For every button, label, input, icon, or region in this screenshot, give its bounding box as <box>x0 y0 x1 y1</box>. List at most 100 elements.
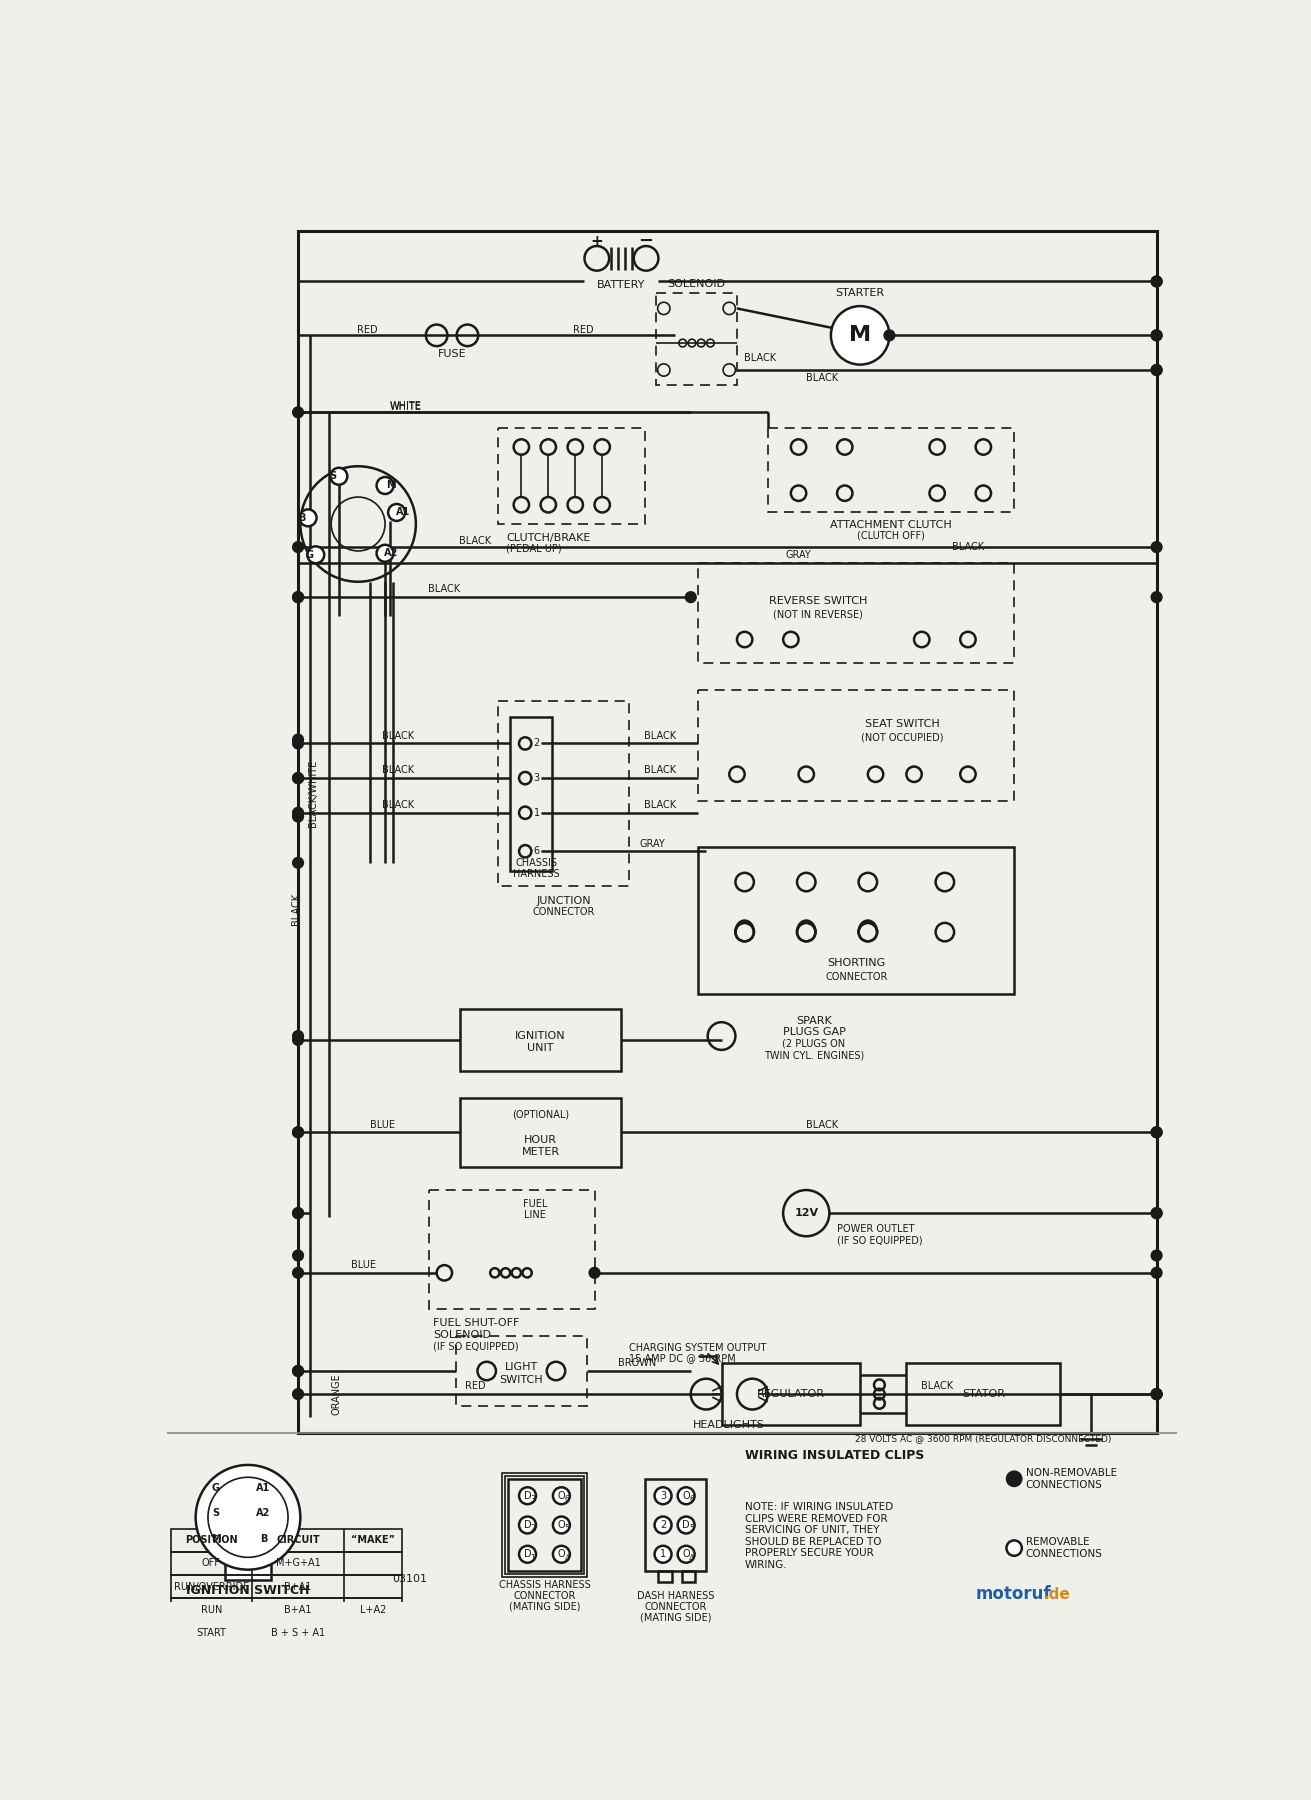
Bar <box>225 1494 240 1501</box>
Text: (CLUTCH OFF): (CLUTCH OFF) <box>857 531 924 540</box>
Text: +: + <box>590 234 603 248</box>
Text: O: O <box>557 1550 565 1559</box>
Text: GRAY: GRAY <box>640 839 665 848</box>
Text: (NOT OCCUPIED): (NOT OCCUPIED) <box>861 733 944 742</box>
Text: BLACK: BLACK <box>382 765 414 776</box>
Text: RUN/OVERRIDE: RUN/OVERRIDE <box>174 1582 249 1591</box>
Text: O: O <box>557 1519 565 1530</box>
Circle shape <box>1007 1471 1021 1487</box>
Text: POSITION: POSITION <box>185 1535 237 1546</box>
Circle shape <box>1151 1127 1162 1138</box>
Text: 3: 3 <box>659 1490 666 1501</box>
Bar <box>645 1480 707 1571</box>
Circle shape <box>831 306 889 365</box>
Text: CONNECTOR: CONNECTOR <box>825 972 888 981</box>
Circle shape <box>1151 1251 1162 1260</box>
Bar <box>906 1363 1061 1426</box>
Text: SOLENOID: SOLENOID <box>433 1330 490 1339</box>
Text: NON-REMOVABLE
CONNECTIONS: NON-REMOVABLE CONNECTIONS <box>1025 1469 1117 1490</box>
Circle shape <box>1151 1208 1162 1219</box>
Text: GRAY: GRAY <box>785 549 812 560</box>
Circle shape <box>292 1031 303 1042</box>
Text: A1: A1 <box>256 1483 270 1492</box>
Text: SWITCH: SWITCH <box>499 1375 543 1386</box>
Circle shape <box>654 1546 671 1562</box>
Circle shape <box>292 1208 303 1219</box>
Circle shape <box>884 329 895 340</box>
Bar <box>721 1363 860 1426</box>
Text: BLACK: BLACK <box>644 731 676 742</box>
Bar <box>699 848 1015 994</box>
Circle shape <box>292 738 303 749</box>
Text: motoruf: motoruf <box>975 1586 1051 1604</box>
Bar <box>502 1472 587 1577</box>
Text: M: M <box>387 481 396 490</box>
Text: TWIN CYL. ENGINES): TWIN CYL. ENGINES) <box>764 1051 864 1060</box>
Text: LIGHT: LIGHT <box>505 1363 538 1372</box>
Text: SPARK: SPARK <box>796 1015 831 1026</box>
Text: B: B <box>298 513 305 522</box>
Bar <box>699 689 1015 801</box>
Circle shape <box>307 547 324 563</box>
Text: M+G+A1: M+G+A1 <box>275 1559 320 1568</box>
Text: 15 AMP DC @ 36 RPM: 15 AMP DC @ 36 RPM <box>629 1354 735 1363</box>
Text: B + S + A1: B + S + A1 <box>271 1627 325 1638</box>
Text: REMOVABLE
CONNECTIONS: REMOVABLE CONNECTIONS <box>1025 1537 1103 1559</box>
Text: S: S <box>212 1508 219 1519</box>
Bar <box>460 1010 621 1071</box>
Text: HARNESS: HARNESS <box>514 869 560 880</box>
Circle shape <box>300 509 316 526</box>
Text: M: M <box>850 326 872 346</box>
Bar <box>256 1494 271 1501</box>
Text: B: B <box>260 1534 267 1544</box>
Circle shape <box>1151 365 1162 376</box>
Circle shape <box>330 468 347 484</box>
Text: S: S <box>329 472 336 481</box>
Circle shape <box>292 1390 303 1399</box>
Bar <box>682 1571 695 1582</box>
Text: HOUR: HOUR <box>524 1136 557 1145</box>
Circle shape <box>292 812 303 823</box>
Text: CIRCUIT: CIRCUIT <box>277 1535 320 1546</box>
Text: (2 PLUGS ON: (2 PLUGS ON <box>783 1039 846 1049</box>
Text: WHITE: WHITE <box>389 401 422 410</box>
Circle shape <box>686 592 696 603</box>
Text: G: G <box>305 549 313 560</box>
Text: CHASSIS HARNESS: CHASSIS HARNESS <box>498 1580 590 1589</box>
Bar <box>505 1476 585 1575</box>
Text: 1: 1 <box>659 1550 666 1559</box>
Circle shape <box>519 1487 536 1505</box>
Circle shape <box>553 1546 570 1562</box>
Circle shape <box>1151 1127 1162 1138</box>
Circle shape <box>388 504 405 520</box>
Text: O: O <box>682 1490 690 1501</box>
Text: RED: RED <box>465 1381 485 1391</box>
Circle shape <box>1151 542 1162 553</box>
Bar <box>429 1190 594 1309</box>
Text: RED: RED <box>573 326 594 335</box>
Text: O: O <box>682 1550 690 1559</box>
Text: BLACK: BLACK <box>644 765 676 776</box>
Bar <box>460 1098 621 1166</box>
Circle shape <box>1151 275 1162 286</box>
Text: 1: 1 <box>534 808 540 817</box>
Circle shape <box>292 542 303 553</box>
Bar <box>256 1510 271 1517</box>
Bar <box>768 428 1015 513</box>
Text: SHORTING: SHORTING <box>827 958 885 968</box>
Text: BLACK: BLACK <box>291 893 300 925</box>
Text: LINE: LINE <box>524 1210 545 1220</box>
Text: D: D <box>682 1519 690 1530</box>
Text: CLUTCH/BRAKE: CLUTCH/BRAKE <box>506 533 590 544</box>
Text: BLACK/WHITE: BLACK/WHITE <box>308 760 319 828</box>
Text: DASH HARNESS: DASH HARNESS <box>637 1591 714 1600</box>
Circle shape <box>376 545 393 562</box>
Text: BLACK: BLACK <box>805 373 838 383</box>
Circle shape <box>292 592 303 603</box>
Text: BATTERY: BATTERY <box>598 281 645 290</box>
Bar <box>456 1336 587 1406</box>
Text: (IF SO EQUIPPED): (IF SO EQUIPPED) <box>836 1235 923 1246</box>
Text: CHARGING SYSTEM OUTPUT: CHARGING SYSTEM OUTPUT <box>629 1343 767 1354</box>
Bar <box>658 1571 673 1582</box>
Text: BLACK: BLACK <box>429 585 460 594</box>
